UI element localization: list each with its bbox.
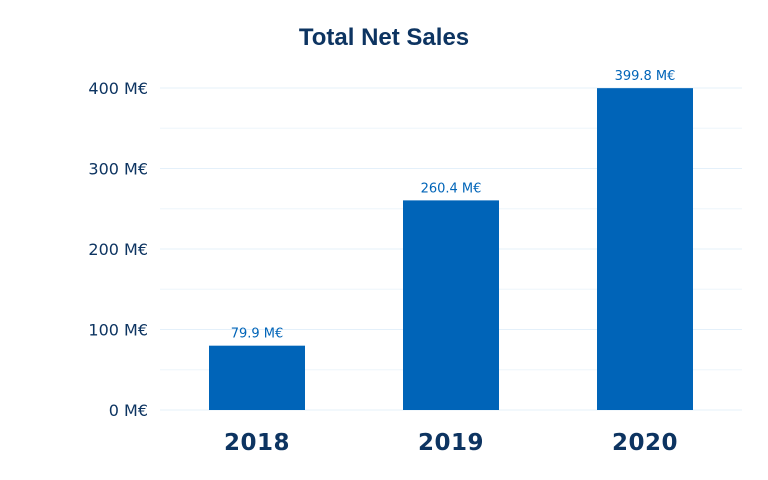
y-tick-label: 100 M€ bbox=[88, 321, 148, 340]
y-axis: 0 M€ 100 M€ 200 M€ 300 M€ 400 M€ bbox=[88, 79, 148, 420]
data-label-2020: 399.8 M€ bbox=[615, 69, 676, 84]
y-tick-label: 400 M€ bbox=[88, 79, 148, 98]
data-labels: 79.9 M€ 260.4 M€ 399.8 M€ bbox=[231, 69, 676, 342]
bar-2019 bbox=[403, 200, 499, 410]
bar-2018 bbox=[209, 345, 305, 410]
data-label-2018: 79.9 M€ bbox=[231, 327, 284, 342]
y-tick-label: 200 M€ bbox=[88, 240, 148, 259]
y-tick-label: 300 M€ bbox=[88, 160, 148, 179]
data-label-2019: 260.4 M€ bbox=[421, 181, 482, 196]
bars bbox=[209, 88, 693, 410]
x-tick-label-2019: 2019 bbox=[418, 430, 484, 456]
y-tick-label: 0 M€ bbox=[109, 401, 148, 420]
chart-title: Total Net Sales bbox=[299, 24, 469, 51]
bar-2020 bbox=[597, 88, 693, 410]
x-axis: 2018 2019 2020 bbox=[224, 430, 678, 456]
x-tick-label-2020: 2020 bbox=[612, 430, 678, 456]
x-tick-label-2018: 2018 bbox=[224, 430, 290, 456]
